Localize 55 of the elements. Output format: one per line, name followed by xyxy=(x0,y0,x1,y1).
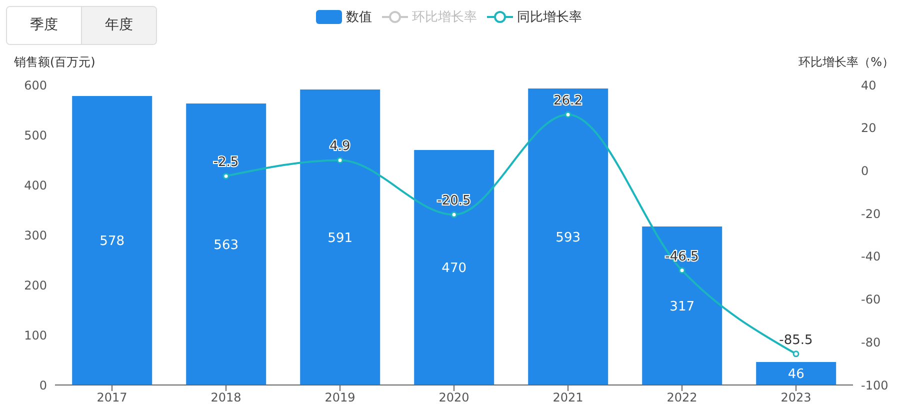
text: 季度 xyxy=(7,7,81,44)
x-tick-label: 2020 xyxy=(438,390,470,405)
y-tick-label: 0 xyxy=(39,378,47,392)
data-label: 470 xyxy=(442,261,467,276)
y2-tick-label: -60 xyxy=(861,292,881,307)
data-label: -20.5 xyxy=(437,194,471,209)
point xyxy=(564,111,572,118)
bar xyxy=(186,104,266,385)
data-label: 593 xyxy=(556,230,581,246)
data-label: 26.2 xyxy=(554,94,582,109)
y-tick-label: 400 xyxy=(24,178,47,192)
bar xyxy=(72,96,152,385)
point xyxy=(336,156,344,164)
legend-label: 环比增长率 xyxy=(412,9,477,26)
bar xyxy=(300,90,380,385)
point xyxy=(222,172,230,180)
x-tick-label: 2022 xyxy=(666,390,698,405)
y2-tick-label: -20 xyxy=(861,206,881,221)
y2-tick-label: 40 xyxy=(861,78,876,92)
legend-label: 同比增长率 xyxy=(517,9,582,26)
y-tick-label: 100 xyxy=(24,328,47,342)
bar xyxy=(528,88,608,385)
x-tick-label: 2017 xyxy=(96,390,128,405)
x-tick-label: 2018 xyxy=(210,390,242,405)
data-label: 578 xyxy=(100,234,125,250)
data-label: -85.5 xyxy=(779,332,813,348)
y-axis-title: 销售额(百万元) xyxy=(14,54,96,71)
data-label: -2.5 xyxy=(213,155,239,170)
point xyxy=(678,267,686,274)
data-label: -46.5 xyxy=(665,249,699,264)
y2-tick-label: -100 xyxy=(861,378,888,392)
y-tick-label: 200 xyxy=(24,278,47,292)
y2-tick-label: -80 xyxy=(861,335,881,350)
data-label: 591 xyxy=(328,230,353,246)
point xyxy=(450,211,458,218)
bar xyxy=(414,150,494,385)
y2-axis-title: 环比增长率（%） xyxy=(798,54,894,71)
data-label: 317 xyxy=(670,299,695,314)
x-tick-label: 2021 xyxy=(552,390,584,405)
bar xyxy=(642,226,722,385)
x-tick-label: 2023 xyxy=(780,390,812,405)
y-tick-label: 500 xyxy=(24,128,47,142)
x-tick-label: 2019 xyxy=(324,390,356,405)
y2-tick-label: 0 xyxy=(861,164,869,178)
y-tick-label: 300 xyxy=(24,228,47,242)
point xyxy=(792,350,800,358)
bar xyxy=(756,362,836,385)
y2-tick-label: -40 xyxy=(861,250,881,264)
data-label: 4.9 xyxy=(330,139,350,154)
data-label: 46 xyxy=(788,367,804,382)
y-tick-label: 600 xyxy=(24,78,47,92)
legend-label: 数值 xyxy=(346,9,372,26)
y2-tick-label: 20 xyxy=(861,121,876,136)
data-label: 563 xyxy=(214,238,239,253)
text: 年度 xyxy=(81,7,156,44)
